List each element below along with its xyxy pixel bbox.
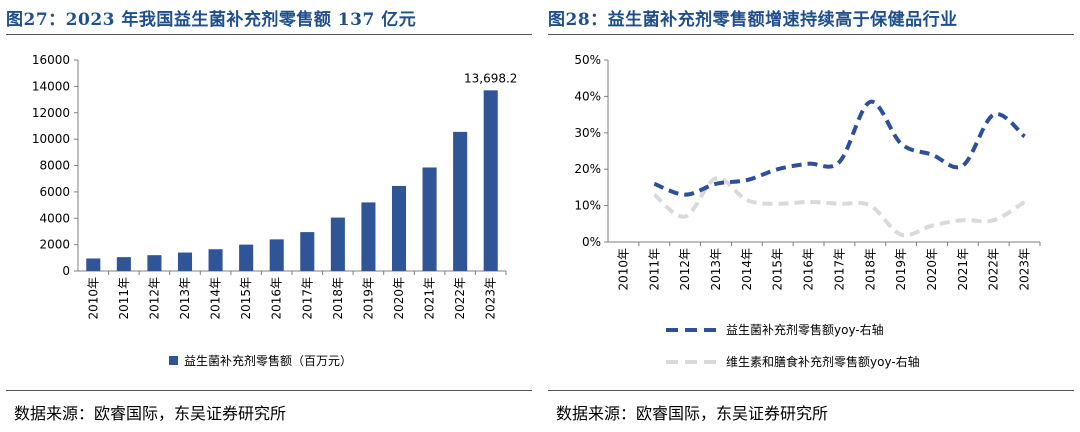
- left-source-rule: [6, 390, 532, 391]
- x-tick-label: 2010年: [86, 277, 100, 320]
- right-chart-title: 图28：益生菌补充剂零售额增速持续高于保健品行业: [548, 10, 958, 30]
- y-tick-label: 12000: [32, 106, 70, 120]
- bar: [269, 239, 284, 271]
- right-source-rule: [548, 390, 1074, 391]
- bar: [300, 232, 315, 271]
- x-tick-label: 2017年: [832, 248, 846, 291]
- y-tick-label: 50%: [574, 53, 601, 67]
- y-tick-label: 4000: [39, 211, 70, 225]
- legend-label: 益生菌补充剂零售额yoy-右轴: [726, 322, 884, 337]
- left-chart-title: 图27：2023 年我国益生菌补充剂零售额 137 亿元: [6, 10, 417, 30]
- bar: [453, 131, 468, 271]
- x-tick-label: 2023年: [484, 277, 498, 320]
- x-tick-label: 2015年: [239, 277, 253, 320]
- bar: [239, 244, 254, 271]
- x-tick-label: 2012年: [678, 248, 692, 291]
- left-title-rule: [6, 34, 532, 35]
- bar: [330, 217, 345, 271]
- right-title-rule: [548, 34, 1074, 35]
- y-tick-label: 30%: [574, 126, 601, 140]
- y-tick-label: 40%: [574, 89, 601, 103]
- y-tick-label: 2000: [39, 238, 70, 252]
- x-tick-label: 2018年: [331, 277, 345, 320]
- bar: [361, 202, 376, 271]
- legend-label: 维生素和膳食补充剂零售额yoy-右轴: [726, 354, 920, 369]
- line-chart: 0% 10% 20% 30% 40% 50% 2010年 2011年 2012年 2013年 201…: [574, 53, 1041, 369]
- y-tick-label: 6000: [39, 185, 70, 199]
- bar: [422, 167, 437, 271]
- y-tick-label: 10000: [32, 132, 70, 146]
- left-source-note: 数据来源：欧睿国际，东吴证券研究所: [14, 404, 287, 423]
- x-tick-label: 2013年: [709, 248, 723, 291]
- y-tick-label: 20%: [574, 162, 601, 176]
- y-tick-label: 0%: [582, 235, 601, 249]
- legend-swatch: [169, 356, 178, 365]
- x-tick-label: 2011年: [117, 277, 131, 320]
- x-tick-label: 2016年: [802, 248, 816, 291]
- bar: [116, 257, 131, 271]
- y-tick-label: 10%: [574, 199, 601, 213]
- series-line-probiotic: [653, 99, 1026, 197]
- y-tick-label: 14000: [32, 79, 70, 93]
- x-tick-label: 2021年: [956, 248, 970, 291]
- x-tick-label: 2020年: [925, 248, 939, 291]
- bar: [208, 249, 223, 271]
- series-line-vitamin: [652, 176, 1026, 238]
- right-chart-panel: 图28：益生菌补充剂零售额增速持续高于保健品行业 0% 10% 20% 30% 40% 5…: [548, 0, 1078, 432]
- x-tick-label: 2012年: [147, 277, 161, 320]
- bar: [147, 255, 162, 271]
- x-tick-label: 2010年: [616, 248, 630, 291]
- x-tick-label: 2019年: [361, 277, 375, 320]
- bar: [391, 185, 407, 271]
- y-tick-label: 0: [62, 264, 70, 278]
- bar: [177, 252, 193, 271]
- x-tick-label: 2013年: [178, 277, 192, 320]
- y-tick-label: 16000: [32, 53, 70, 67]
- x-tick-label: 2017年: [300, 277, 314, 320]
- data-label: 13,698.2: [464, 71, 517, 85]
- right-source-note: 数据来源：欧睿国际，东吴证券研究所: [556, 404, 829, 423]
- x-tick-label: 2023年: [1018, 248, 1032, 291]
- left-chart-panel: 图27：2023 年我国益生菌补充剂零售额 137 亿元 0 2000 4000 60…: [6, 0, 536, 432]
- x-tick-label: 2015年: [771, 248, 785, 291]
- x-tick-label: 2016年: [270, 277, 284, 320]
- x-tick-label: 2019年: [894, 248, 908, 291]
- x-tick-label: 2011年: [647, 248, 661, 291]
- y-tick-label: 8000: [39, 159, 70, 173]
- x-tick-label: 2014年: [209, 277, 223, 320]
- legend-label: 益生菌补充剂零售额（百万元）: [184, 353, 352, 368]
- x-tick-label: 2021年: [423, 277, 437, 320]
- bar-chart: 0 2000 4000 6000 8000 10000 12000 14000 16000 201…: [32, 53, 518, 368]
- x-tick-label: 2018年: [863, 248, 877, 291]
- x-tick-label: 2022年: [987, 248, 1001, 291]
- bar: [483, 90, 498, 272]
- x-tick-label: 2020年: [392, 277, 406, 320]
- bar: [86, 258, 101, 271]
- x-tick-label: 2014年: [740, 248, 754, 291]
- x-tick-label: 2022年: [453, 277, 467, 320]
